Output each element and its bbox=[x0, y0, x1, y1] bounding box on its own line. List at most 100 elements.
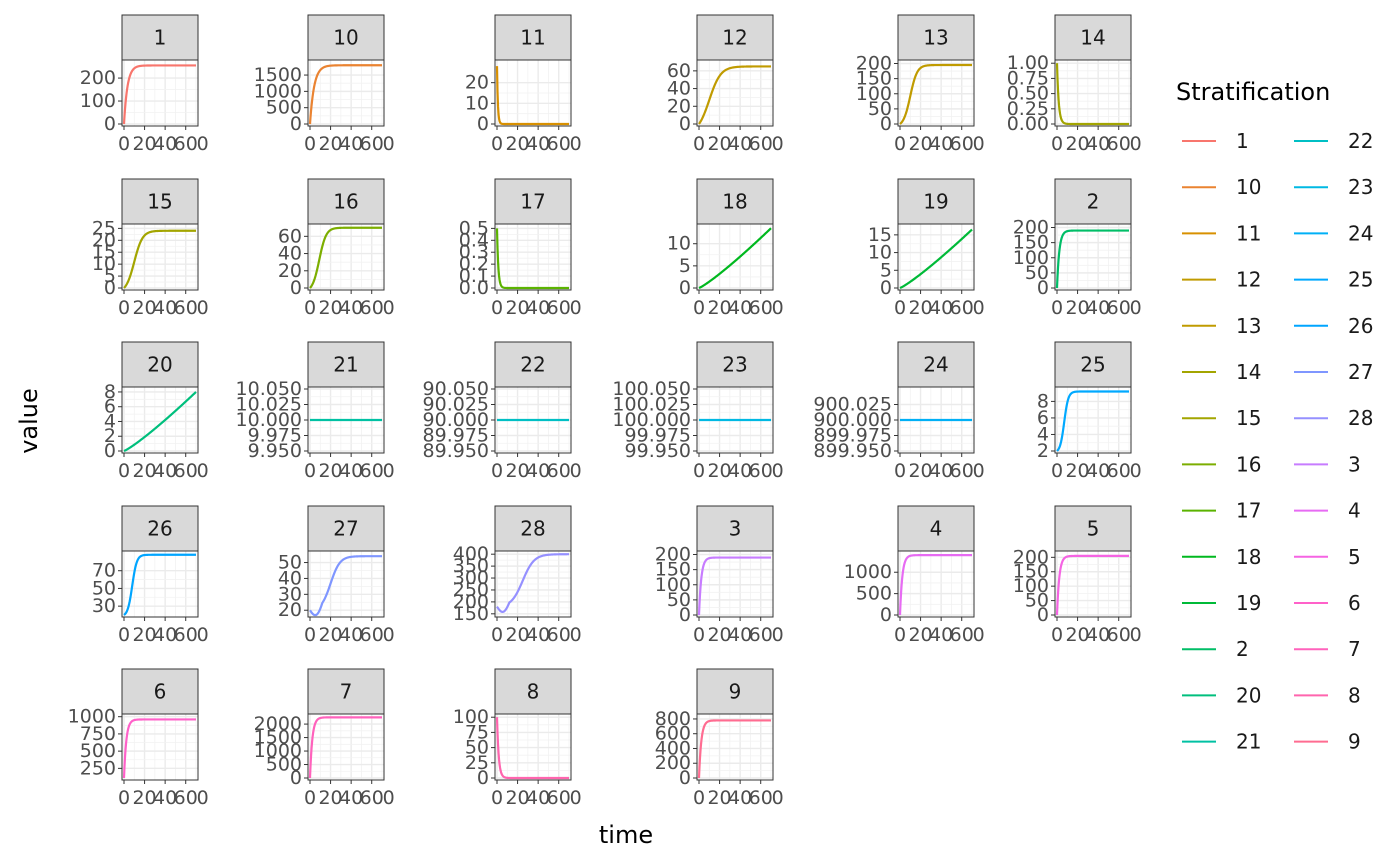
x-tick-label: 20 bbox=[908, 460, 932, 482]
x-tick-label: 40 bbox=[1086, 297, 1110, 319]
y-tick-label: 1000 bbox=[254, 740, 302, 762]
x-tick-label: 40 bbox=[1086, 624, 1110, 646]
y-tick-label: 100 bbox=[1013, 247, 1049, 269]
x-tick-label: 20 bbox=[505, 297, 529, 319]
x-tick-label: 0 bbox=[1051, 133, 1063, 155]
y-tick-label: 2 bbox=[104, 425, 116, 447]
plot-area bbox=[697, 224, 773, 290]
x-tick-label: 0 bbox=[1130, 460, 1142, 482]
x-tick-label: 60 bbox=[360, 624, 384, 646]
series-line-8 bbox=[495, 717, 569, 780]
legend-label: 2 bbox=[1236, 637, 1249, 661]
y-tick-label: 899.975 bbox=[813, 425, 892, 447]
y-tick-label: 0 bbox=[679, 604, 691, 626]
legend-label: 27 bbox=[1348, 360, 1373, 384]
facet-strip-label: 17 bbox=[520, 190, 545, 214]
x-tick-label: 60 bbox=[950, 133, 974, 155]
legend-item-11: 11 bbox=[1182, 221, 1261, 245]
x-tick-label: 0 bbox=[973, 624, 985, 646]
y-tick-label: 5 bbox=[104, 265, 116, 287]
x-tick-label: 0 bbox=[304, 297, 316, 319]
grid-lines bbox=[495, 714, 571, 780]
legend-label: 22 bbox=[1348, 129, 1373, 153]
series-line-2 bbox=[1055, 229, 1129, 289]
plot-area bbox=[308, 551, 384, 617]
series-line-3 bbox=[697, 556, 771, 616]
y-tick-label: 6 bbox=[1037, 407, 1049, 429]
legend-item-3: 3 bbox=[1294, 452, 1361, 476]
legend-label: 6 bbox=[1348, 591, 1361, 615]
x-tick-label: 60 bbox=[547, 297, 571, 319]
legend-item-10: 10 bbox=[1182, 175, 1261, 199]
panel-border bbox=[121, 386, 199, 454]
x-tick-label: 40 bbox=[153, 133, 177, 155]
legend-item-5: 5 bbox=[1294, 545, 1361, 569]
x-tick-label: 60 bbox=[1107, 133, 1131, 155]
x-tick-label: 40 bbox=[339, 133, 363, 155]
legend-label: 3 bbox=[1348, 452, 1361, 476]
facet-strip-label: 18 bbox=[722, 190, 747, 214]
facet-strip bbox=[121, 14, 199, 61]
y-tick-label: 99.950 bbox=[625, 440, 691, 462]
facet-strip-label: 14 bbox=[1080, 26, 1105, 50]
facet-strip bbox=[897, 341, 975, 388]
legend-label: 21 bbox=[1236, 730, 1261, 754]
x-tick-label: 0 bbox=[304, 787, 316, 809]
x-tick-label: 60 bbox=[547, 133, 571, 155]
legend-label: 12 bbox=[1236, 268, 1261, 292]
legend-item-4: 4 bbox=[1294, 499, 1361, 523]
x-tick-label: 60 bbox=[1107, 624, 1131, 646]
legend-label: 18 bbox=[1236, 545, 1261, 569]
y-tick-label: 500 bbox=[80, 740, 116, 762]
x-tick-label: 60 bbox=[749, 297, 773, 319]
y-tick-label: 500 bbox=[266, 97, 302, 119]
y-tick-label: 90.000 bbox=[423, 409, 489, 431]
y-tick-label: 0.1 bbox=[459, 265, 489, 287]
x-tick-label: 0 bbox=[693, 297, 705, 319]
y-tick-label: 900.025 bbox=[813, 394, 892, 416]
y-tick-label: 500 bbox=[266, 754, 302, 776]
x-tick-label: 20 bbox=[707, 133, 731, 155]
y-tick-label: 200 bbox=[856, 53, 892, 75]
grid-lines bbox=[898, 551, 974, 617]
grid-lines bbox=[1055, 224, 1131, 290]
legend-label: 17 bbox=[1236, 499, 1261, 523]
x-tick-label: 0 bbox=[383, 460, 395, 482]
legend-item-26: 26 bbox=[1294, 314, 1373, 338]
x-tick-label: 0 bbox=[693, 624, 705, 646]
x-tick-label: 0 bbox=[1051, 624, 1063, 646]
y-tick-label: 350 bbox=[453, 555, 489, 577]
x-tick-label: 60 bbox=[174, 297, 198, 319]
grid-lines bbox=[308, 714, 384, 780]
x-tick-label: 40 bbox=[153, 624, 177, 646]
facet-strip-label: 7 bbox=[340, 680, 353, 704]
legend-item-25: 25 bbox=[1294, 268, 1373, 292]
x-tick-label: 40 bbox=[526, 624, 550, 646]
x-tick-label: 0 bbox=[118, 460, 130, 482]
y-tick-label: 89.950 bbox=[423, 440, 489, 462]
legend-label: 28 bbox=[1348, 406, 1373, 430]
x-tick-label: 60 bbox=[174, 460, 198, 482]
legend-label: 7 bbox=[1348, 637, 1361, 661]
series-line-10 bbox=[308, 64, 382, 125]
y-tick-label: 100 bbox=[856, 83, 892, 105]
facet-strip bbox=[1054, 341, 1132, 388]
legend-label: 26 bbox=[1348, 314, 1373, 338]
y-tick-label: 1000 bbox=[254, 80, 302, 102]
facet-strip-label: 21 bbox=[333, 353, 358, 377]
y-tick-label: 0.50 bbox=[1007, 83, 1049, 105]
grid-lines bbox=[308, 551, 384, 617]
y-tick-label: 1500 bbox=[254, 64, 302, 86]
facet-strip-label: 20 bbox=[147, 353, 172, 377]
x-tick-label: 0 bbox=[118, 787, 130, 809]
facet-strip-label: 8 bbox=[527, 680, 540, 704]
facet-strip bbox=[1054, 14, 1132, 61]
y-tick-label: 50 bbox=[868, 98, 892, 120]
facet-strip-label: 2 bbox=[1087, 190, 1100, 214]
